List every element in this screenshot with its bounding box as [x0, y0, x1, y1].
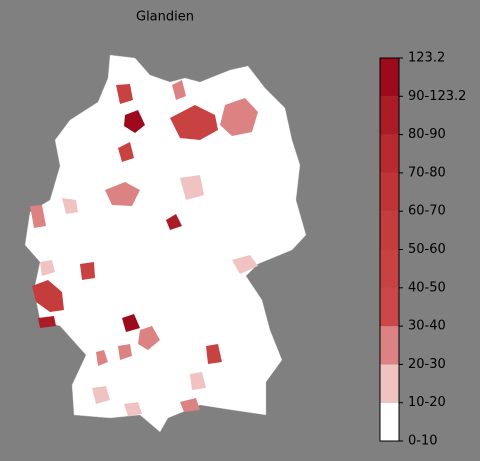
region: [80, 262, 95, 280]
region: [138, 326, 160, 350]
region: [116, 84, 133, 104]
region: [62, 198, 78, 214]
region: [96, 350, 108, 366]
colorbar-segment: [380, 211, 399, 250]
colorbar-segment: [380, 364, 399, 403]
region: [124, 402, 142, 416]
region: [172, 80, 186, 100]
region: [40, 260, 55, 276]
region: [30, 205, 46, 228]
colorbar-label: 90-123.2: [408, 89, 466, 104]
map-title: Glandien: [136, 10, 194, 25]
colorbar-label: 80-90: [408, 127, 446, 142]
region: [92, 386, 110, 404]
colorbar-segment: [380, 96, 399, 135]
colorbar-segment: [380, 287, 399, 327]
region: [38, 316, 56, 328]
region: [124, 110, 145, 133]
colorbar-label: 60-70: [408, 204, 446, 219]
germany-map: [24, 54, 307, 433]
colorbar-segment: [380, 58, 399, 97]
colorbar-label: 0-10: [408, 434, 438, 449]
region: [206, 344, 222, 364]
colorbar-segment: [380, 249, 399, 288]
colorbar-segment: [380, 134, 399, 173]
colorbar-segment: [380, 172, 399, 212]
country-outline: [24, 54, 307, 433]
colorbar-label: 20-30: [408, 357, 446, 372]
region: [118, 344, 132, 360]
region: [170, 105, 218, 140]
colorbar-label: 40-50: [408, 280, 446, 295]
colorbar-label: 70-80: [408, 165, 446, 180]
region: [105, 182, 140, 206]
region: [232, 255, 258, 274]
colorbar-label: 123.2: [408, 51, 445, 66]
region: [180, 175, 204, 200]
colorbar-segment: [380, 402, 399, 441]
colorbar: 0-10 10-20 20-30 30-40 40-50 50-60 60-70 70-80 8…: [379, 51, 466, 449]
colorbar-label: 30-40: [408, 319, 446, 334]
region: [118, 142, 134, 162]
region: [180, 398, 200, 412]
colorbar-label: 50-60: [408, 242, 446, 257]
colorbar-segment: [380, 326, 399, 365]
region: [166, 214, 182, 230]
region: [122, 314, 140, 332]
region: [220, 98, 258, 136]
region: [190, 372, 206, 390]
colorbar-label: 10-20: [408, 395, 446, 410]
region: [32, 280, 64, 312]
